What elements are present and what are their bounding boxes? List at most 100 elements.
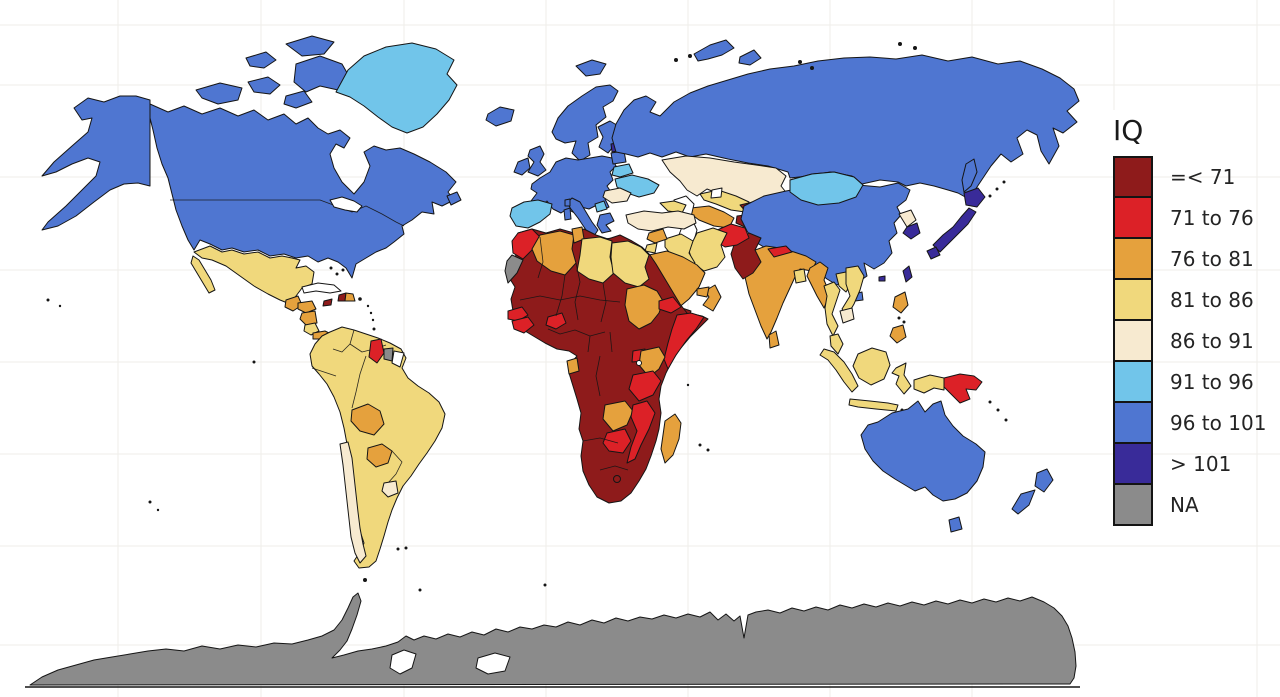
southeast-asia-oceania	[806, 261, 1054, 533]
legend-label: NA	[1170, 493, 1199, 518]
island-speck	[156, 508, 160, 512]
country-algeria	[531, 230, 577, 276]
legend-swatch-96-101	[1113, 400, 1153, 444]
country-mexico	[193, 245, 315, 305]
africa-border-8	[609, 331, 613, 353]
africa-border-9	[595, 355, 601, 397]
country-iraq	[664, 233, 696, 268]
country-french-guiana	[391, 350, 405, 368]
country-alaska	[41, 95, 151, 231]
country-belarus	[611, 163, 634, 178]
legend-item: 71 to 76	[1106, 195, 1276, 239]
legend-item: =< 71	[1106, 155, 1276, 199]
sa-border-3	[351, 355, 367, 409]
country-turkey	[625, 210, 697, 232]
island-speck	[366, 304, 370, 308]
country-west-papua	[913, 374, 945, 394]
legend-item: > 101	[1106, 441, 1276, 485]
country-mozambique	[626, 400, 656, 464]
country-south-korea	[902, 222, 921, 240]
country-sri-lanka	[768, 330, 780, 349]
sa-border-5	[311, 367, 337, 377]
country-sudan	[624, 284, 664, 330]
legend-item: NA	[1106, 482, 1276, 526]
island-speck	[363, 578, 367, 582]
country-romania-moldova	[602, 187, 632, 204]
country-honduras	[297, 300, 317, 314]
island-speck	[148, 500, 152, 504]
legend-item: 81 to 86	[1106, 277, 1276, 321]
country-sulawesi	[891, 362, 912, 395]
africa-border-5	[519, 295, 621, 303]
country-eritrea	[658, 296, 682, 314]
country-suriname	[383, 347, 394, 362]
legend-swatch-le71	[1113, 155, 1153, 199]
country-ellesmere-island	[285, 35, 335, 57]
island-speck	[404, 546, 408, 550]
country-iceland	[485, 106, 515, 127]
country-new-zealand-south	[1011, 489, 1036, 515]
island-speck	[329, 266, 333, 270]
country-philippines-luzon	[892, 291, 909, 314]
country-japan-kyushu	[926, 246, 941, 260]
country-sumatra	[819, 348, 859, 393]
island-speck	[252, 360, 256, 364]
island-speck	[913, 46, 917, 50]
country-papua-new-guinea	[943, 373, 983, 404]
legend-label: 96 to 101	[1170, 411, 1267, 436]
island-speck	[543, 583, 547, 587]
country-jordan	[644, 242, 658, 254]
country-tanzania	[628, 370, 662, 402]
island-speck	[686, 383, 690, 387]
continent-antarctica	[29, 592, 1077, 686]
island-speck	[371, 318, 375, 322]
legend-item: 76 to 81	[1106, 236, 1276, 280]
legend-title: IQ	[1113, 114, 1144, 147]
country-jamaica	[322, 298, 333, 307]
country-guyana	[368, 338, 385, 364]
island-speck	[810, 66, 814, 70]
country-madagascar	[660, 413, 682, 464]
country-gabon	[566, 357, 580, 375]
country-arctic-island-4	[245, 51, 277, 69]
country-dominican-republic	[344, 292, 356, 302]
country-philippines-mindanao	[889, 324, 907, 344]
country-novaya-zemlya-2	[738, 49, 762, 66]
island-speck	[698, 443, 702, 447]
island-speck	[988, 194, 992, 198]
east-asia	[625, 171, 1006, 349]
lake-victoria	[636, 360, 642, 366]
country-cuba	[301, 282, 342, 294]
island-speck	[58, 304, 62, 308]
legend-swatch-86-91	[1113, 318, 1153, 362]
country-greenland	[335, 42, 458, 134]
country-zimbabwe	[602, 428, 632, 454]
legend-swatch-na	[1113, 482, 1153, 526]
country-morocco	[511, 228, 541, 260]
country-somalia	[663, 312, 705, 370]
island-speck	[798, 60, 802, 64]
legend-swatch-gt101	[1113, 441, 1153, 485]
country-tasmania	[948, 516, 963, 533]
legend-label: 76 to 81	[1170, 247, 1254, 272]
island-speck	[988, 400, 992, 404]
island-speck	[46, 298, 50, 302]
aral-sea	[710, 187, 723, 199]
island-speck	[1002, 180, 1006, 184]
africa	[504, 226, 710, 504]
antarctica	[25, 578, 1080, 688]
country-malay-peninsula	[829, 333, 844, 355]
island-speck	[358, 297, 362, 301]
legend-label: > 101	[1170, 452, 1232, 477]
legend-label: 86 to 91	[1170, 329, 1254, 354]
island-speck	[396, 547, 400, 551]
africa-border-1	[537, 236, 544, 279]
great-lakes	[329, 196, 363, 213]
country-java	[848, 398, 899, 412]
legend-label: 71 to 76	[1170, 206, 1254, 231]
legend-swatch-71-76	[1113, 195, 1153, 239]
antarctic-shelf-2	[475, 652, 511, 675]
island-speck	[897, 316, 901, 320]
